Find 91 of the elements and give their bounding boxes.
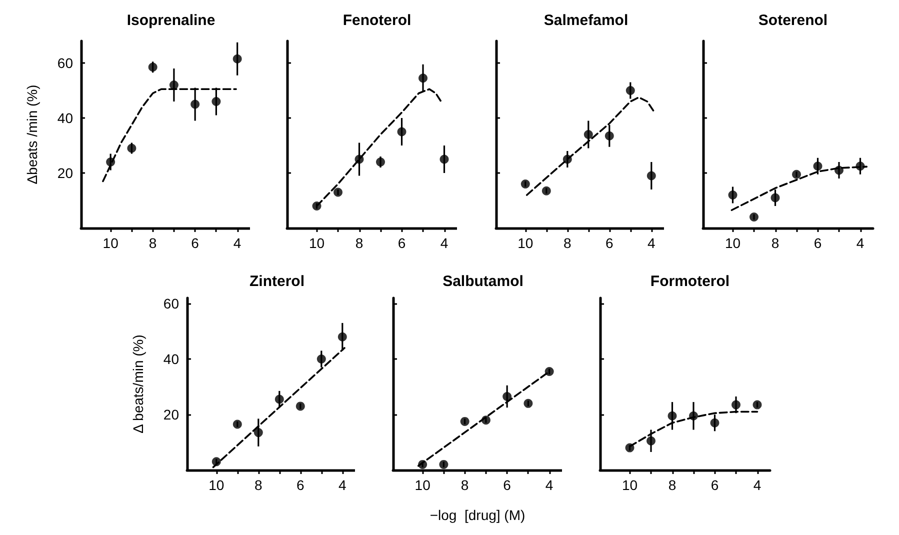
point bbox=[354, 154, 364, 164]
y-axis-title: Δbeats /min (%) bbox=[24, 84, 40, 184]
point bbox=[792, 170, 801, 179]
point bbox=[274, 394, 284, 404]
point bbox=[212, 97, 221, 106]
point bbox=[604, 131, 614, 140]
point bbox=[542, 186, 551, 196]
point bbox=[646, 436, 656, 446]
point bbox=[626, 86, 635, 95]
point bbox=[232, 54, 242, 64]
x-tick-label: 4 bbox=[753, 477, 762, 493]
point bbox=[752, 400, 762, 410]
point bbox=[148, 62, 158, 72]
chart-title: Salbutamol bbox=[442, 273, 524, 290]
y-tick-label: 60 bbox=[57, 55, 74, 71]
chart-title: Isoprenaline bbox=[126, 12, 216, 29]
point bbox=[813, 162, 822, 171]
point bbox=[481, 416, 490, 425]
point bbox=[106, 158, 116, 166]
x-tick-label: 8 bbox=[254, 477, 262, 493]
point bbox=[440, 154, 449, 164]
y-tick-label: 60 bbox=[163, 296, 180, 312]
point bbox=[316, 354, 326, 364]
x-tick-label: 6 bbox=[191, 235, 200, 251]
point bbox=[190, 100, 200, 109]
point bbox=[338, 332, 347, 342]
chart-title: Salmefamol bbox=[544, 12, 628, 29]
x-tick-label: 8 bbox=[668, 477, 676, 493]
point bbox=[334, 188, 342, 197]
chart-title: Soterenol bbox=[758, 12, 828, 29]
x-tick-label: 10 bbox=[308, 235, 325, 251]
point bbox=[732, 400, 740, 410]
point bbox=[127, 144, 136, 153]
x-tick-label: 8 bbox=[771, 235, 780, 251]
point bbox=[668, 411, 677, 420]
point bbox=[646, 171, 656, 180]
x-tick-label: 4 bbox=[338, 477, 346, 493]
point bbox=[520, 180, 530, 188]
x-tick-label: 10 bbox=[414, 477, 431, 493]
x-tick-label: 6 bbox=[814, 235, 822, 251]
point bbox=[834, 166, 844, 175]
point bbox=[418, 74, 428, 83]
x-tick-label: 4 bbox=[648, 235, 656, 251]
x-tick-label: 6 bbox=[503, 477, 512, 493]
point bbox=[254, 428, 263, 438]
x-axis-title: −log [drug] (M) bbox=[430, 507, 526, 523]
point bbox=[312, 202, 322, 210]
x-tick-label: 10 bbox=[208, 477, 224, 493]
point bbox=[584, 130, 593, 139]
x-tick-label: 6 bbox=[606, 235, 614, 251]
x-tick-label: 8 bbox=[460, 477, 469, 493]
point bbox=[770, 193, 780, 202]
point bbox=[169, 80, 178, 90]
point bbox=[212, 457, 221, 466]
chart-title: Fenoterol bbox=[342, 12, 412, 29]
y-tick-label: 20 bbox=[163, 406, 180, 423]
point bbox=[856, 162, 865, 171]
x-tick-label: 6 bbox=[710, 477, 719, 493]
y-tick-label: 40 bbox=[57, 110, 74, 126]
x-tick-label: 8 bbox=[148, 235, 157, 251]
y-axis-title: Δ beats/min (%) bbox=[130, 334, 146, 434]
point bbox=[502, 392, 512, 401]
point bbox=[460, 416, 470, 426]
y-tick-label: 20 bbox=[57, 165, 74, 181]
x-tick-label: 4 bbox=[856, 235, 864, 251]
point bbox=[397, 127, 406, 136]
x-tick-label: 10 bbox=[622, 477, 638, 493]
point bbox=[728, 190, 738, 200]
x-tick-label: 10 bbox=[724, 235, 741, 251]
x-tick-label: 4 bbox=[233, 235, 242, 251]
x-tick-label: 6 bbox=[398, 235, 406, 251]
point bbox=[376, 158, 385, 166]
point bbox=[750, 212, 758, 222]
x-tick-label: 4 bbox=[545, 477, 554, 493]
point bbox=[232, 420, 242, 429]
x-tick-label: 8 bbox=[355, 235, 364, 251]
point bbox=[296, 402, 305, 411]
point bbox=[524, 398, 533, 408]
x-tick-label: 8 bbox=[564, 235, 572, 251]
point bbox=[625, 443, 634, 452]
chart-title: Formoterol bbox=[650, 273, 730, 290]
point bbox=[562, 154, 572, 164]
point bbox=[689, 411, 698, 420]
point bbox=[710, 418, 720, 428]
point bbox=[544, 367, 554, 376]
x-tick-label: 10 bbox=[518, 235, 534, 251]
x-tick-label: 6 bbox=[296, 477, 304, 493]
x-tick-label: 10 bbox=[102, 235, 119, 251]
y-tick-label: 40 bbox=[163, 351, 180, 368]
chart-title: Zinterol bbox=[250, 273, 304, 290]
x-tick-label: 4 bbox=[440, 235, 448, 251]
